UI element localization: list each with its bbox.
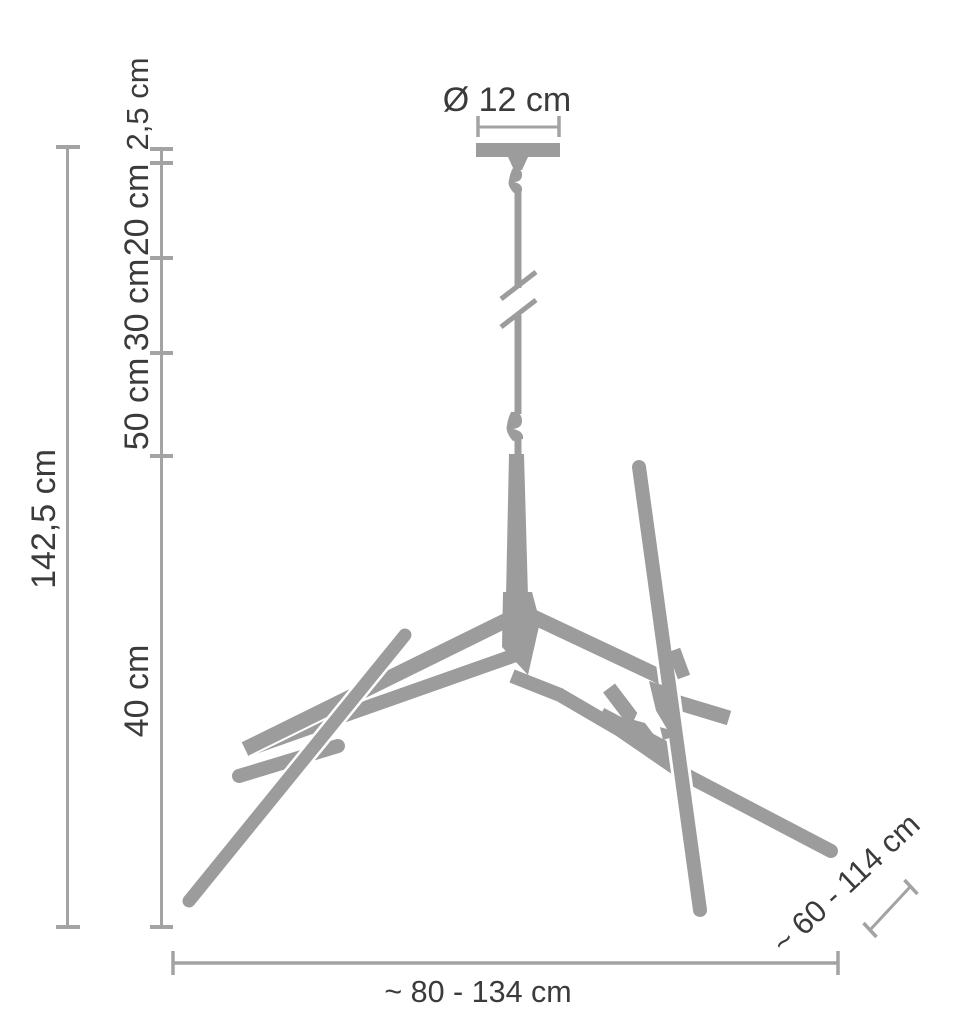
- svg-text:142,5 cm: 142,5 cm: [25, 449, 63, 589]
- svg-text:~ 80 - 134 cm: ~ 80 - 134 cm: [384, 975, 571, 1009]
- svg-text:50 cm: 50 cm: [118, 358, 156, 451]
- svg-text:30 cm: 30 cm: [118, 259, 156, 352]
- svg-text:2,5 cm: 2,5 cm: [120, 57, 155, 150]
- svg-text:40 cm: 40 cm: [118, 645, 156, 738]
- svg-text:Ø 12 cm: Ø 12 cm: [443, 81, 571, 119]
- svg-text:20 cm: 20 cm: [118, 164, 156, 257]
